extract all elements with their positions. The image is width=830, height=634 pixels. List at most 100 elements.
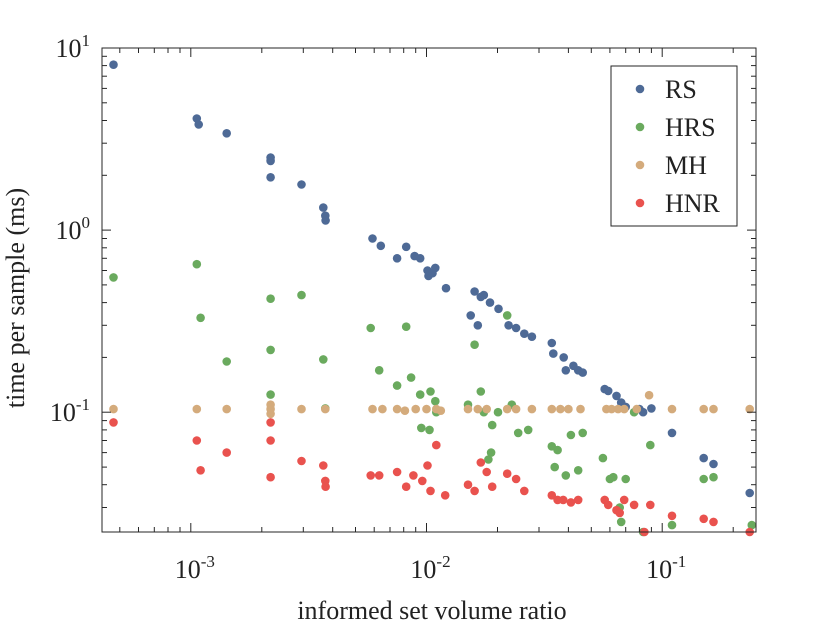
data-point-mh <box>392 404 402 414</box>
data-point-hnr <box>482 467 492 477</box>
data-point-mh <box>321 404 330 414</box>
data-point-mh <box>297 404 306 414</box>
data-point-rs <box>222 129 231 138</box>
data-point-rs <box>494 304 503 314</box>
data-point-mh <box>378 404 387 414</box>
data-point-mh <box>422 404 431 414</box>
data-point-hnr <box>418 476 427 486</box>
data-point-rs <box>612 391 621 401</box>
x-tick-label: 10-2 <box>410 552 450 584</box>
data-point-rs <box>578 368 587 377</box>
data-point-mh <box>436 406 446 416</box>
data-point-hrs <box>621 474 630 484</box>
ticks <box>102 47 756 532</box>
data-point-rs <box>667 428 677 438</box>
data-point-mh <box>613 404 623 414</box>
data-point-rs <box>441 283 451 293</box>
data-point-hnr <box>463 480 473 490</box>
data-point-rs <box>266 156 275 166</box>
data-point-hrs <box>222 357 231 366</box>
data-point-hrs <box>616 517 626 527</box>
data-point-rs <box>376 241 386 251</box>
legend-box <box>610 65 738 227</box>
data-point-hrs <box>646 440 655 450</box>
data-point-hrs <box>109 273 118 282</box>
data-point-rs <box>266 173 275 182</box>
data-point-mh <box>266 400 275 410</box>
data-point-mh <box>644 390 654 400</box>
data-point-rs <box>194 120 203 129</box>
data-point-hnr <box>266 436 275 445</box>
data-point-mh <box>527 404 537 414</box>
data-point-hrs <box>493 407 503 417</box>
x-axis-label: informed set volume ratio <box>297 596 566 625</box>
y-tick-label: 100 <box>56 213 91 245</box>
data-point-mh <box>463 404 473 414</box>
data-point-hrs <box>578 428 587 438</box>
data-point-hrs <box>566 430 576 440</box>
data-point-hrs <box>573 466 583 475</box>
data-point-mh <box>222 404 231 414</box>
data-point-hrs <box>487 420 497 430</box>
series-rs <box>109 60 754 498</box>
data-point-rs <box>527 332 537 342</box>
data-point-mh <box>556 404 565 414</box>
legend-label-rs: RS <box>665 75 697 104</box>
data-point-hrs <box>609 472 618 482</box>
data-point-hrs <box>392 381 402 390</box>
data-point-mh <box>482 404 492 414</box>
data-point-mh <box>564 404 573 414</box>
data-point-mh <box>576 404 585 414</box>
data-point-rs <box>401 242 411 252</box>
data-point-hrs <box>470 340 479 350</box>
data-point-rs <box>431 263 440 273</box>
data-point-rs <box>647 404 656 413</box>
data-point-hrs <box>319 355 328 364</box>
data-point-mh <box>699 404 708 414</box>
data-point-rs <box>699 453 708 463</box>
data-point-hrs <box>374 366 384 375</box>
data-point-mh <box>709 404 718 414</box>
data-point-hnr <box>629 500 639 510</box>
data-point-rs <box>368 234 377 243</box>
x-tick-label: 10-1 <box>646 552 686 584</box>
data-point-hrs <box>196 313 205 323</box>
data-point-mh <box>547 404 557 414</box>
data-point-hnr <box>520 486 529 496</box>
data-point-hnr <box>109 418 118 427</box>
y-tick-label: 101 <box>56 31 91 63</box>
axes-frame <box>101 47 757 533</box>
data-point-hrs <box>401 322 411 332</box>
data-point-mh <box>511 404 521 414</box>
legend-marker-rs <box>635 84 645 94</box>
data-point-hrs <box>667 520 677 530</box>
data-point-hrs <box>192 259 202 269</box>
data-point-hnr <box>502 469 512 479</box>
data-point-hnr <box>709 517 718 527</box>
x-tick-label: 10-3 <box>175 552 215 584</box>
data-point-hnr <box>423 461 432 470</box>
data-point-hrs <box>426 387 435 396</box>
data-point-hnr <box>321 482 330 492</box>
data-point-rs <box>520 329 529 339</box>
data-point-hnr <box>619 495 629 505</box>
data-point-mh <box>411 404 421 414</box>
data-point-hrs <box>406 373 416 382</box>
data-point-rs <box>603 386 613 396</box>
data-point-rs <box>479 290 489 300</box>
data-point-rs <box>392 253 402 263</box>
data-point-hnr <box>266 418 275 427</box>
data-point-hrs <box>297 290 306 300</box>
data-point-hnr <box>667 511 677 521</box>
points-layer <box>109 60 757 537</box>
legend-label-hrs: HRS <box>665 113 716 142</box>
data-point-rs <box>415 253 425 263</box>
data-point-mh <box>607 404 616 414</box>
data-point-hrs <box>425 425 434 435</box>
data-point-hrs <box>417 423 426 433</box>
data-point-hnr <box>192 436 202 445</box>
data-point-hnr <box>470 486 479 496</box>
data-point-hnr <box>603 500 613 510</box>
